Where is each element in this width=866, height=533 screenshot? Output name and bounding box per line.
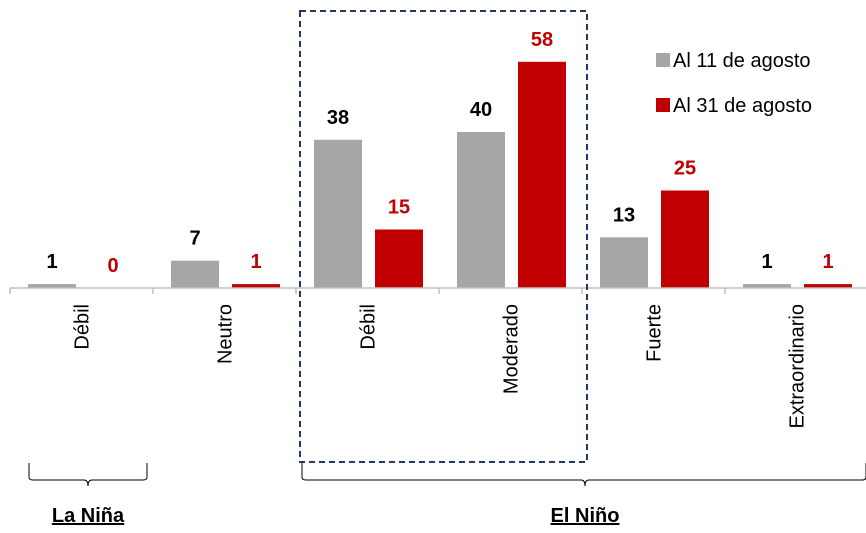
category-label-1: Neutro bbox=[215, 304, 237, 364]
category-label-5: Extraordinario bbox=[787, 304, 809, 429]
bar-1-5 bbox=[743, 284, 791, 288]
bar-2-4 bbox=[661, 190, 709, 288]
group-label-el-nino: El Niño bbox=[551, 505, 620, 527]
x-axis bbox=[9, 287, 866, 294]
legend-swatch-series-2 bbox=[656, 98, 670, 112]
group-label-la-nina: La Niña bbox=[52, 505, 125, 527]
data-label-2-3: 58 bbox=[531, 29, 553, 51]
data-label-2-2: 15 bbox=[388, 197, 410, 219]
data-label-1-4: 13 bbox=[613, 204, 635, 226]
data-label-2-1: 1 bbox=[250, 251, 261, 273]
data-label-1-5: 1 bbox=[761, 251, 772, 273]
data-label-1-0: 1 bbox=[46, 251, 57, 273]
bar-1-0 bbox=[28, 284, 76, 288]
category-label-0: Débil bbox=[72, 304, 94, 350]
category-label-3: Moderado bbox=[501, 304, 523, 394]
bar-1-3 bbox=[457, 132, 505, 288]
legend-label-series-1: Al 11 de agosto bbox=[673, 50, 811, 72]
bar-1-2 bbox=[314, 139, 362, 288]
bar-2-5 bbox=[804, 284, 852, 288]
bar-1-4 bbox=[600, 237, 648, 288]
legend: Al 11 de agosto Al 31 de agosto bbox=[656, 50, 812, 117]
data-label-2-5: 1 bbox=[822, 251, 833, 273]
data-label-1-2: 38 bbox=[327, 107, 349, 129]
category-label-2: Débil bbox=[358, 304, 380, 350]
el-nino-brace bbox=[301, 463, 866, 487]
data-label-2-4: 25 bbox=[674, 158, 696, 180]
value-labels-layer: 1 0 7 1 38 15 40 58 13 25 1 1 bbox=[46, 29, 833, 277]
legend-swatch-series-1 bbox=[656, 53, 670, 67]
el-nino-highlight-box bbox=[299, 10, 588, 463]
bars-layer bbox=[28, 61, 852, 288]
bar-1-1 bbox=[171, 260, 219, 288]
category-labels-layer: Débil Neutro Débil Moderado Fuerte Extraordin… bbox=[72, 304, 809, 429]
bar-2-3 bbox=[518, 61, 566, 288]
bar-2-2 bbox=[375, 229, 423, 288]
data-label-1-1: 7 bbox=[189, 228, 200, 250]
legend-label-series-2: Al 31 de agosto bbox=[673, 95, 812, 117]
data-label-2-0: 0 bbox=[107, 255, 118, 277]
category-label-4: Fuerte bbox=[644, 304, 666, 362]
bar-2-1 bbox=[232, 284, 280, 288]
data-label-1-3: 40 bbox=[470, 99, 492, 121]
la-nina-brace bbox=[28, 463, 148, 487]
